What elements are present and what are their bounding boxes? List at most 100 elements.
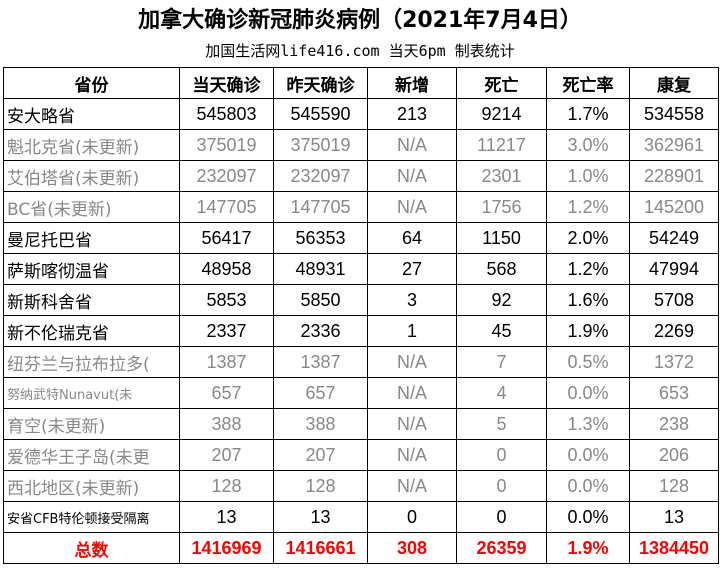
- cell: 1150: [456, 222, 547, 254]
- cell: 0.0%: [546, 501, 630, 533]
- cell: 5850: [273, 284, 368, 316]
- cell: 1387: [179, 346, 274, 378]
- cell: 56417: [179, 222, 274, 254]
- column-header: 康复: [629, 67, 719, 99]
- cell: 7: [456, 346, 547, 378]
- row-label: 总数: [3, 532, 180, 564]
- cell: 128: [629, 470, 719, 502]
- cell: 653: [629, 377, 719, 409]
- row-label: 安大略省: [3, 98, 180, 130]
- cell: 206: [629, 439, 719, 471]
- cell: 0: [456, 439, 547, 471]
- row-label: 萨斯喀彻温省: [3, 253, 180, 285]
- row-label: 安省CFB特伦顿接受隔离: [3, 501, 180, 533]
- table-row: 纽芬兰与拉布拉多(1387 1387 N/A 7 0.5% 1372: [3, 346, 719, 378]
- cell: 534558: [629, 98, 719, 130]
- cell: 145200: [629, 191, 719, 223]
- cell: 1.7%: [546, 98, 630, 130]
- cell: 213: [367, 98, 457, 130]
- cell: 657: [273, 377, 368, 409]
- cell: 375019: [273, 129, 368, 161]
- cell: 0.0%: [546, 470, 630, 502]
- cell: 64: [367, 222, 457, 254]
- cell: 375019: [179, 129, 274, 161]
- cell: 0: [456, 501, 547, 533]
- table-row: 安省CFB特伦顿接受隔离 13 13 0 0 0.0% 13: [3, 501, 719, 533]
- cell: 54249: [629, 222, 719, 254]
- cell: 0.0%: [546, 439, 630, 471]
- cell: 1.9%: [546, 532, 630, 564]
- table-row: 爱德华王子岛(未更 207 207 N/A 0 0.0% 206: [3, 439, 719, 471]
- cell: 56353: [273, 222, 368, 254]
- cell: 568: [456, 253, 547, 285]
- cell: N/A: [367, 160, 457, 192]
- cell: 9214: [456, 98, 547, 130]
- cell: N/A: [367, 346, 457, 378]
- cell: 47994: [629, 253, 719, 285]
- table-row: 新斯科舍省 5853 5850 3 92 1.6% 5708: [3, 284, 719, 316]
- column-header: 新增: [367, 67, 457, 99]
- cell: N/A: [367, 377, 457, 409]
- cell: 1756: [456, 191, 547, 223]
- title: 加拿大确诊新冠肺炎病例（2021年7月4日）: [138, 8, 582, 33]
- row-label: 新斯科舍省: [3, 284, 180, 316]
- cell: 11217: [456, 129, 547, 161]
- cell: 545803: [179, 98, 274, 130]
- column-header: 当天确诊: [179, 67, 274, 99]
- cell: 0: [456, 470, 547, 502]
- cell: 1416661: [273, 532, 368, 564]
- cell: 2.0%: [546, 222, 630, 254]
- cell: 147705: [273, 191, 368, 223]
- cell: 362961: [629, 129, 719, 161]
- cell: 1: [367, 315, 457, 347]
- cell: 545590: [273, 98, 368, 130]
- table-row: 安大略省 545803 545590 213 9214 1.7% 534558: [3, 98, 719, 130]
- cell: 92: [456, 284, 547, 316]
- cell: 207: [273, 439, 368, 471]
- column-header: 省份: [3, 67, 180, 99]
- row-label: 新不伦瑞克省: [3, 315, 180, 347]
- table-row: 魁北克省(未更新) 375019 375019 N/A 11217 3.0% 362961: [3, 129, 719, 161]
- cell: 147705: [179, 191, 274, 223]
- cell: 232097: [273, 160, 368, 192]
- cell: 1384450: [629, 532, 719, 564]
- table-row: 曼尼托巴省 56417 56353 64 1150 2.0% 54249: [3, 222, 719, 254]
- row-label: 纽芬兰与拉布拉多(: [3, 346, 180, 378]
- cell: 207: [179, 439, 274, 471]
- cell: 1.2%: [546, 253, 630, 285]
- cell: N/A: [367, 439, 457, 471]
- cell: 27: [367, 253, 457, 285]
- cell: 128: [179, 470, 274, 502]
- cell: 5708: [629, 284, 719, 316]
- cell: 0.5%: [546, 346, 630, 378]
- cell: N/A: [367, 129, 457, 161]
- cell: N/A: [367, 191, 457, 223]
- cell: 1.9%: [546, 315, 630, 347]
- column-header: 死亡率: [546, 67, 630, 99]
- cell: 388: [273, 408, 368, 440]
- table-row: 西北地区(未更新) 128 128 N/A 0 0.0% 128: [3, 470, 719, 502]
- cell: 13: [179, 501, 274, 533]
- cell: 26359: [456, 532, 547, 564]
- header-row: 省份 当天确诊 昨天确诊 新增 死亡 死亡率 康复: [3, 67, 719, 99]
- cell: N/A: [367, 470, 457, 502]
- table-row: 育空(未更新) 388 388 N/A 5 1.3% 238: [3, 408, 719, 440]
- row-label: 爱德华王子岛(未更: [3, 439, 180, 471]
- table-row: 艾伯塔省(未更新) 232097 232097 N/A 2301 1.0% 228901: [3, 160, 719, 192]
- cell: 2337: [179, 315, 274, 347]
- cell: 5853: [179, 284, 274, 316]
- table-row: 新不伦瑞克省 2337 2336 1 45 1.9% 2269: [3, 315, 719, 347]
- row-label: 魁北克省(未更新): [3, 129, 180, 161]
- cell: 228901: [629, 160, 719, 192]
- column-header: 昨天确诊: [273, 67, 368, 99]
- cell: 232097: [179, 160, 274, 192]
- cell: 45: [456, 315, 547, 347]
- table: 省份 当天确诊 昨天确诊 新增 死亡 死亡率 康复 安大略省 545803 545590 213 9…: [3, 67, 719, 564]
- cell: 13: [273, 501, 368, 533]
- cell: 1.3%: [546, 408, 630, 440]
- row-label: 育空(未更新): [3, 408, 180, 440]
- cell: 0.0%: [546, 377, 630, 409]
- cell: 2301: [456, 160, 547, 192]
- cell: 2269: [629, 315, 719, 347]
